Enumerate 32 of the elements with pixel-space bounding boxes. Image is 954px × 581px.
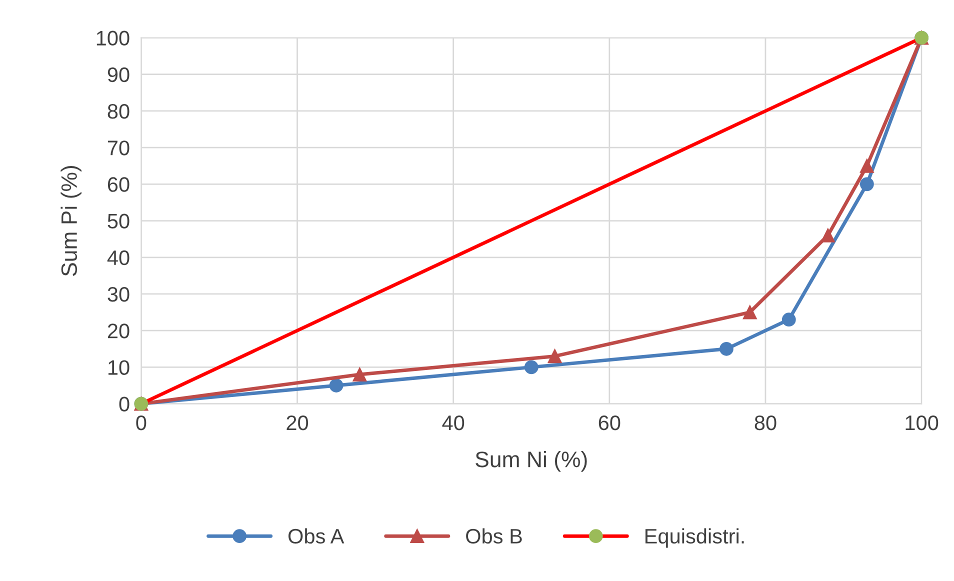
point bbox=[860, 177, 874, 192]
x-tick-label: 100 bbox=[906, 415, 938, 430]
point bbox=[548, 349, 562, 364]
y-axis-title: Sum Pi (%) bbox=[60, 166, 82, 276]
y-tick-label: 50 bbox=[108, 214, 130, 229]
point bbox=[329, 378, 344, 392]
legend-label: Obs B bbox=[466, 528, 522, 544]
x-tick-label: 20 bbox=[286, 415, 308, 430]
y-tick-label: 10 bbox=[108, 360, 130, 375]
y-tick-label: 80 bbox=[108, 104, 130, 119]
point bbox=[352, 368, 367, 382]
point bbox=[860, 158, 874, 173]
point bbox=[820, 228, 835, 242]
point bbox=[524, 360, 538, 374]
y-tick-label: 20 bbox=[108, 324, 130, 338]
y-tick-label: 70 bbox=[108, 140, 130, 156]
legend-label: Equisdistri. bbox=[646, 528, 744, 548]
x-tick-label: 0 bbox=[136, 415, 146, 430]
point bbox=[742, 305, 757, 320]
y-tick-label: 40 bbox=[107, 250, 130, 266]
x-axis-title: Sum Ni (%) bbox=[476, 450, 587, 472]
legend-label: Obs A bbox=[288, 528, 344, 544]
x-tick-label: 60 bbox=[598, 415, 620, 430]
x-tick-label: 80 bbox=[754, 415, 776, 430]
point bbox=[720, 342, 734, 356]
y-tick-label: 0 bbox=[119, 396, 130, 412]
point bbox=[782, 312, 796, 327]
y-tick-label: 60 bbox=[108, 177, 130, 192]
y-tick-label: 100 bbox=[96, 30, 130, 46]
y-tick-label: 90 bbox=[108, 67, 130, 82]
y-tick-label: 30 bbox=[108, 286, 130, 302]
x-tick-label: 40 bbox=[442, 415, 464, 430]
